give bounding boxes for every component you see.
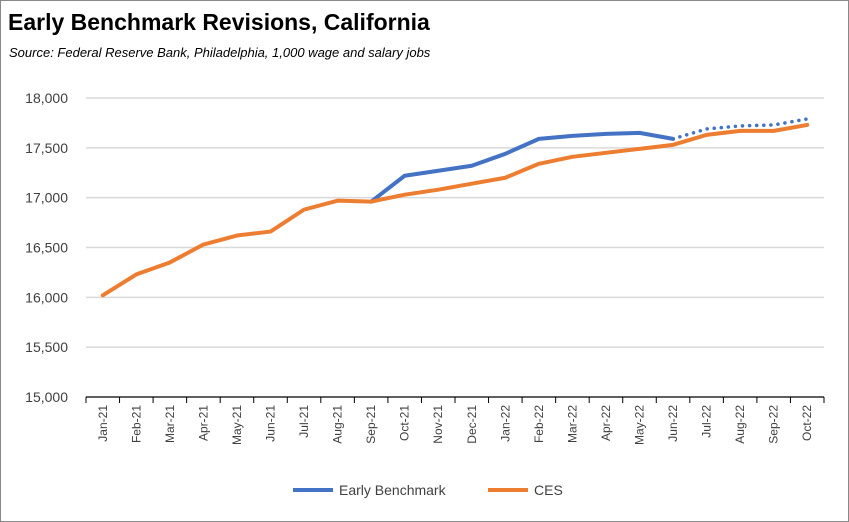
series-ces-line bbox=[100, 122, 810, 298]
chart-subtitle: Source: Federal Reserve Bank, Philadelph… bbox=[9, 45, 431, 60]
x-tick-label: Jun-21 bbox=[264, 405, 278, 442]
x-tick-label: Feb-22 bbox=[532, 405, 546, 443]
x-tick-label: Oct-21 bbox=[398, 405, 412, 441]
series-early-benchmark-line bbox=[369, 130, 676, 204]
x-tick-label: Jul-21 bbox=[297, 405, 311, 438]
y-tick-label: 17,000 bbox=[25, 190, 68, 206]
x-tick-label: Aug-21 bbox=[331, 405, 345, 444]
chart-title: Early Benchmark Revisions, California bbox=[8, 9, 430, 35]
x-tick-label: Mar-21 bbox=[163, 405, 177, 443]
x-tick-label: Jul-22 bbox=[700, 405, 714, 438]
x-tick-label: Mar-22 bbox=[565, 405, 579, 443]
x-tick-label: Feb-21 bbox=[129, 405, 143, 443]
legend-ces-label: CES bbox=[534, 482, 563, 498]
y-tick-label: 18,000 bbox=[25, 90, 68, 106]
y-tick-label: 16,000 bbox=[25, 289, 68, 305]
x-tick-label: Oct-22 bbox=[800, 405, 814, 441]
x-tick-label: May-22 bbox=[633, 405, 647, 445]
y-tick-label: 17,500 bbox=[25, 140, 68, 156]
x-tick-label: Jan-21 bbox=[96, 405, 110, 442]
x-tick-label: Aug-22 bbox=[733, 405, 747, 444]
y-tick-label: 15,500 bbox=[25, 339, 68, 355]
x-tick-label: May-21 bbox=[230, 405, 244, 445]
y-tick-label: 16,500 bbox=[25, 240, 68, 256]
x-tick-label: Sep-21 bbox=[364, 405, 378, 444]
x-tick-label: Jun-22 bbox=[666, 405, 680, 442]
x-tick-label: Dec-21 bbox=[465, 405, 479, 444]
x-tick-label: Jan-22 bbox=[498, 405, 512, 442]
series-early-benchmark-dotted-line bbox=[671, 117, 809, 141]
x-tick-label: Apr-21 bbox=[196, 405, 210, 441]
x-tick-label: Sep-22 bbox=[767, 405, 781, 444]
x-tick-label: Nov-21 bbox=[431, 405, 445, 444]
y-tick-label: 15,000 bbox=[25, 389, 68, 405]
legend-early-benchmark-label: Early Benchmark bbox=[339, 482, 447, 498]
x-tick-label: Apr-22 bbox=[599, 405, 613, 441]
